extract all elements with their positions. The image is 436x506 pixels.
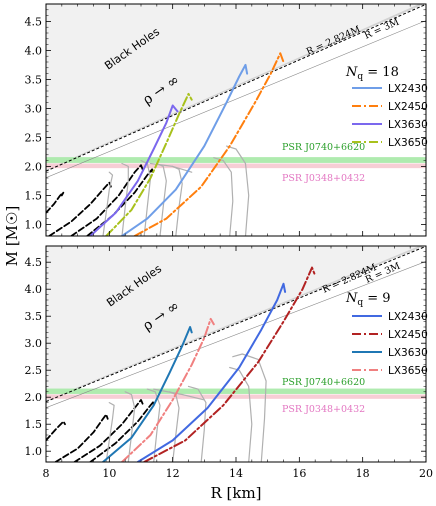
- eos-curve-lx2430: [136, 282, 287, 462]
- psr-j0348-band: [46, 394, 426, 399]
- legend-label: LX3650: [388, 365, 428, 377]
- legend-label: LX3630: [388, 119, 428, 131]
- reference-curve-dashed: [54, 413, 109, 462]
- nq-label: Nq = 18: [345, 65, 399, 82]
- reference-curve-gray: [102, 171, 114, 236]
- eos-curves: [46, 52, 285, 236]
- eos-curve-lx2450: [143, 266, 317, 462]
- y-tick-label: 4.0: [25, 44, 43, 57]
- reference-curve-dashed: [73, 399, 144, 462]
- nq-label: Nq = 9: [345, 291, 391, 308]
- y-tick-label: 1.5: [25, 189, 43, 202]
- x-tick-label: 8: [43, 467, 50, 480]
- y-tick-label: 4.5: [25, 15, 43, 28]
- psr-j0348-label: PSR J0348+0432: [282, 404, 365, 415]
- schwarzschild-2824-line: [46, 4, 426, 172]
- eos-curve-lx3650: [121, 317, 215, 462]
- r3m-region: [46, 246, 420, 401]
- psr-j0348-band: [46, 163, 426, 169]
- eos-curve-lx3650: [105, 92, 193, 236]
- y-tick-label: 2.5: [25, 364, 43, 377]
- eos-curve-lx3630: [89, 104, 179, 236]
- reference-curve-gray: [232, 353, 267, 462]
- y-tick-label: 1.0: [25, 445, 43, 458]
- bottom-legend: LX2430 LX2450 LX3630 LX3650: [352, 311, 428, 377]
- reference-curve-gray: [146, 388, 161, 462]
- x-tick-label: 20: [419, 467, 433, 480]
- psr-j0348-label: PSR J0348+0432: [282, 173, 365, 184]
- x-tick-label: 16: [292, 467, 306, 480]
- legend-label: LX3650: [388, 137, 428, 149]
- reference-curve-dashed: [46, 191, 65, 214]
- psr-j0740-label: PSR J0740+6620: [282, 142, 365, 153]
- reference-curve-dashed: [89, 400, 155, 462]
- schwarzschild-2824-line: [46, 246, 426, 403]
- legend-label: LX2450: [388, 329, 428, 341]
- legend-label: LX2430: [388, 83, 428, 95]
- eos-curve-lx2430: [121, 63, 249, 236]
- y-tick-label: 2.5: [25, 131, 43, 144]
- x-tick-label: 10: [102, 467, 116, 480]
- top-panel: 1.01.52.02.53.03.54.04.5 Black Holes ρ →…: [25, 3, 428, 237]
- top-legend: LX2430 LX2450 LX3630 LX3650: [352, 83, 428, 149]
- reference-curve-gray: [168, 391, 180, 462]
- legend-label: LX2430: [388, 311, 428, 323]
- r3m-line: [46, 20, 426, 178]
- eos-curve-lx2450: [133, 52, 285, 236]
- bottom-panel: 8 10 12 14 16 18 201.01.52.02.53.03.54.04.5 Bl…: [25, 245, 433, 480]
- y-axis-title: M [M☉]: [3, 206, 21, 267]
- reference-curve-gray: [229, 366, 253, 462]
- reference-curve-dashed: [70, 164, 144, 236]
- x-tick-label: 14: [229, 467, 243, 480]
- y-tick-label: 3.5: [25, 73, 43, 86]
- y-tick-label: 1.5: [25, 418, 43, 431]
- psr-j0740-band: [46, 157, 426, 163]
- x-tick-label: 18: [356, 467, 370, 480]
- reference-curve-gray: [105, 402, 115, 462]
- r3m-region: [46, 4, 420, 170]
- legend-label: LX3630: [388, 347, 428, 359]
- reference-curve-dashed: [86, 168, 153, 236]
- bottom-axis-ticks: 8 10 12 14 16 18 20 1.0 1.5 2.0 2.5 3.0 3.5 4.0 4.5: [25, 245, 433, 480]
- reference-curve-gray: [124, 391, 136, 462]
- reference-curve-gray: [153, 388, 205, 401]
- r3m-line: [46, 261, 426, 408]
- psr-j0740-band: [46, 388, 426, 394]
- reference-curve-gray: [149, 162, 193, 173]
- x-tick-label: 12: [166, 467, 180, 480]
- y-tick-label: 3.5: [25, 310, 43, 323]
- eos-curve-lx3630: [102, 326, 193, 462]
- top-axis-ticks: 1.0 1.5 2.0 2.5 3.0 3.5 4.0 4.5: [25, 3, 427, 236]
- legend-label: LX2450: [388, 101, 428, 113]
- y-tick-label: 2.0: [25, 391, 43, 404]
- y-tick-label: 3.0: [25, 337, 43, 350]
- y-tick-label: 4.0: [25, 283, 43, 296]
- reference-curve-dashed: [46, 420, 66, 442]
- eos-curves: [46, 266, 317, 462]
- y-tick-label: 3.0: [25, 102, 43, 115]
- reference-curve-dashed: [48, 181, 112, 236]
- y-tick-label: 2.0: [25, 160, 43, 173]
- reference-curve-gray: [172, 165, 183, 236]
- x-axis-title: R [km]: [210, 484, 261, 502]
- y-tick-label: 1.0: [25, 218, 43, 231]
- reference-curve-gray: [225, 145, 250, 236]
- reference-curve-gray: [213, 157, 234, 236]
- y-tick-label: 4.5: [25, 256, 43, 269]
- reference-curve-gray: [187, 385, 207, 462]
- psr-j0740-label: PSR J0740+6620: [282, 377, 365, 388]
